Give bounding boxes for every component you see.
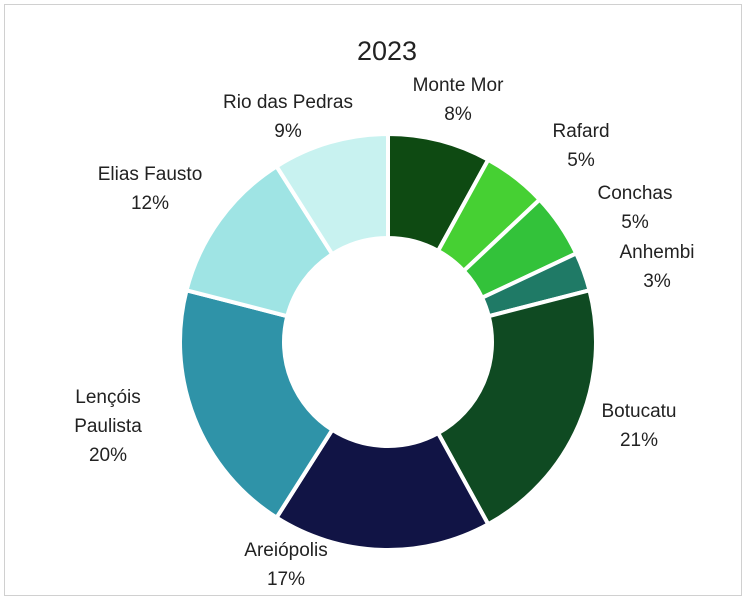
category-label-elias-fausto: Elias Fausto bbox=[98, 164, 203, 185]
value-label-rio-das-pedras: 9% bbox=[274, 121, 302, 142]
slice-labels: Monte Mor8%Rafard5%Conchas5%Anhembi3%Bot… bbox=[74, 75, 694, 590]
value-label-elias-fausto: 12% bbox=[131, 193, 169, 214]
value-label-botucatu: 21% bbox=[620, 430, 658, 451]
value-label-anhembi: 3% bbox=[643, 271, 671, 292]
category-label-conchas: Conchas bbox=[598, 183, 673, 204]
donut-chart: 2023 Monte Mor8%Rafard5%Conchas5%Anhembi… bbox=[74, 36, 694, 590]
slice-rio-das-pedras bbox=[273, 131, 390, 257]
chart-frame: 2023 Monte Mor 8% Rafard 5% Conchas 5% Anhembi… bbox=[4, 4, 742, 596]
category-label-arei-polis: Areiópolis bbox=[244, 540, 327, 561]
value-label-monte-mor: 8% bbox=[444, 104, 472, 125]
chart-title: 2023 bbox=[357, 36, 417, 66]
value-label-conchas: 5% bbox=[621, 212, 649, 233]
slice-botucatu bbox=[435, 287, 598, 527]
value-label-arei-polis: 17% bbox=[267, 569, 305, 590]
category-label-monte-mor: Monte Mor bbox=[413, 75, 504, 96]
value-label-rafard: 5% bbox=[567, 150, 595, 171]
category-label-rafard: Rafard bbox=[552, 121, 609, 142]
category-label-botucatu: Botucatu bbox=[602, 401, 677, 422]
category-label-anhembi: Anhembi bbox=[620, 242, 695, 263]
category-label-rio-das-pedras: Rio das Pedras bbox=[223, 92, 353, 113]
donut-slices bbox=[178, 131, 598, 552]
value-label-len-is-paulista: 20% bbox=[89, 445, 127, 466]
category-label-len-is-paulista-1: Paulista bbox=[74, 416, 142, 437]
slice-len-is-paulista bbox=[178, 287, 336, 521]
slice-arei-polis bbox=[273, 427, 491, 552]
category-label-len-is-paulista-0: Lençóis bbox=[75, 387, 141, 408]
